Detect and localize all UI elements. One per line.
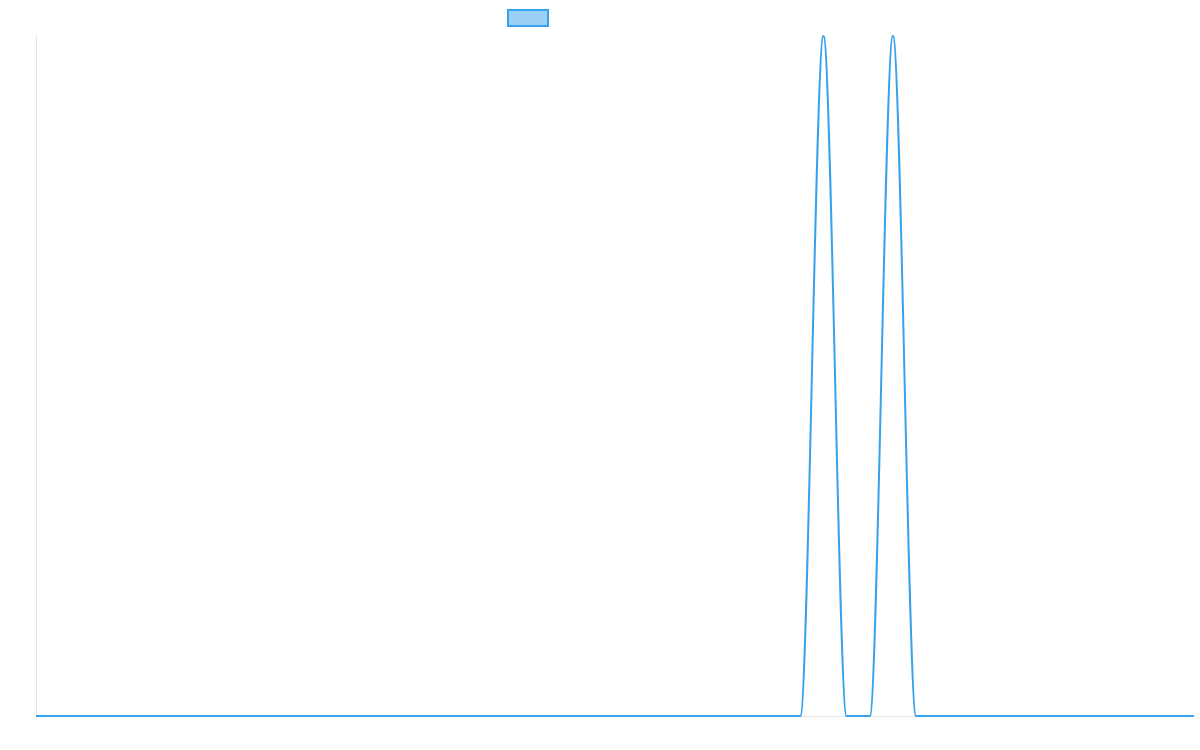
data-point[interactable] <box>1168 713 1174 719</box>
data-point[interactable] <box>357 713 363 719</box>
data-point[interactable] <box>126 713 132 719</box>
data-point[interactable] <box>311 713 317 719</box>
data-point[interactable] <box>473 713 479 719</box>
data-point[interactable] <box>566 713 572 719</box>
data-point[interactable] <box>890 33 896 39</box>
data-point[interactable] <box>1075 713 1081 719</box>
data-point[interactable] <box>195 713 201 719</box>
data-point[interactable] <box>543 713 549 719</box>
data-point[interactable] <box>983 713 989 719</box>
data-point[interactable] <box>218 713 224 719</box>
legend[interactable] <box>507 9 549 27</box>
data-point[interactable] <box>102 713 108 719</box>
data-point[interactable] <box>589 713 595 719</box>
series-layer <box>33 33 1197 719</box>
data-point[interactable] <box>1029 713 1035 719</box>
data-point[interactable] <box>334 713 340 719</box>
data-point[interactable] <box>427 713 433 719</box>
data-point[interactable] <box>820 33 826 39</box>
data-point[interactable] <box>635 713 641 719</box>
data-point[interactable] <box>265 713 271 719</box>
axes <box>36 36 1194 717</box>
legend-swatch[interactable] <box>507 9 549 27</box>
data-point[interactable] <box>797 713 803 719</box>
data-point[interactable] <box>1098 713 1104 719</box>
data-point[interactable] <box>33 713 39 719</box>
data-point[interactable] <box>172 713 178 719</box>
data-point[interactable] <box>1145 713 1151 719</box>
data-point[interactable] <box>774 713 780 719</box>
data-point[interactable] <box>149 713 155 719</box>
data-point[interactable] <box>519 713 525 719</box>
data-point[interactable] <box>936 713 942 719</box>
data-point[interactable] <box>844 713 850 719</box>
data-point[interactable] <box>612 713 618 719</box>
data-point[interactable] <box>496 713 502 719</box>
data-point[interactable] <box>404 713 410 719</box>
data-point[interactable] <box>1191 713 1197 719</box>
data-point[interactable] <box>1122 713 1128 719</box>
data-point[interactable] <box>867 713 873 719</box>
data-point[interactable] <box>705 713 711 719</box>
data-point[interactable] <box>288 713 294 719</box>
data-point[interactable] <box>380 713 386 719</box>
data-point[interactable] <box>751 713 757 719</box>
data-point[interactable] <box>79 713 85 719</box>
data-point[interactable] <box>681 713 687 719</box>
data-point[interactable] <box>56 713 62 719</box>
data-point[interactable] <box>913 713 919 719</box>
data-point[interactable] <box>241 713 247 719</box>
data-point[interactable] <box>1052 713 1058 719</box>
series-line[interactable] <box>36 35 1194 717</box>
data-point[interactable] <box>728 713 734 719</box>
data-point[interactable] <box>1006 713 1012 719</box>
data-point[interactable] <box>959 713 965 719</box>
data-point[interactable] <box>658 713 664 719</box>
data-point[interactable] <box>450 713 456 719</box>
